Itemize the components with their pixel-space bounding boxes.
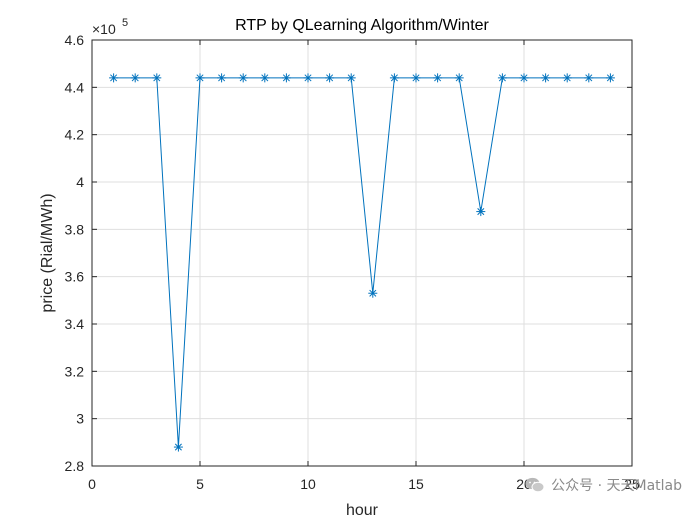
data-point — [454, 73, 464, 83]
y-tick-label: 3.2 — [65, 363, 85, 379]
y-tick-label: 3.8 — [65, 221, 85, 237]
data-point — [562, 73, 572, 83]
y-axis-label: price (Rial/MWh) — [39, 193, 56, 312]
data-point — [433, 73, 443, 83]
data-point — [217, 73, 227, 83]
data-point — [303, 73, 313, 83]
x-tick-label: 0 — [88, 476, 96, 492]
data-point — [152, 73, 162, 83]
y-tick-label: 3.6 — [65, 269, 85, 285]
data-point — [195, 73, 205, 83]
data-point — [476, 207, 486, 217]
x-tick-label: 10 — [300, 476, 316, 492]
x-tick-label: 5 — [196, 476, 204, 492]
data-point — [497, 73, 507, 83]
data-point — [541, 73, 551, 83]
y-tick-label: 4 — [76, 174, 84, 190]
grid — [91, 39, 633, 467]
data-point — [109, 73, 119, 83]
ticks: 0 5 10 15 20 252.833.23.43.63.844.24.44.6 — [65, 32, 640, 492]
wechat-icon — [525, 477, 545, 493]
y-tick-label: 4.6 — [65, 32, 85, 48]
y-exponent-base: ×10 — [92, 21, 116, 37]
data-point — [389, 73, 399, 83]
x-axis-label: hour — [346, 502, 379, 519]
x-tick-label: 15 — [408, 476, 424, 492]
data-point — [411, 73, 421, 83]
data-point — [584, 73, 594, 83]
data-point — [238, 73, 248, 83]
watermark-text: 公众号 · 天天Matlab — [551, 478, 682, 494]
data-point — [281, 73, 291, 83]
y-tick-label: 4.2 — [65, 127, 85, 143]
y-tick-label: 3 — [76, 411, 84, 427]
data-point — [605, 73, 615, 83]
data-point — [173, 442, 183, 452]
x-tick-label: 25 — [624, 476, 640, 492]
data-point — [519, 73, 529, 83]
y-exponent-power: 5 — [122, 17, 128, 29]
data-point — [260, 73, 270, 83]
series — [109, 73, 615, 452]
watermark: 公众号 · 天天Matlab — [525, 475, 682, 495]
data-point — [130, 73, 140, 83]
data-point — [368, 288, 378, 298]
y-exponent: ×10 5 — [92, 17, 128, 37]
y-tick-label: 2.8 — [65, 458, 85, 474]
series-line — [113, 77, 611, 448]
chart-title: RTP by QLearning Algorithm/Winter — [235, 17, 489, 34]
y-tick-label: 3.4 — [65, 316, 85, 332]
data-point — [325, 73, 335, 83]
data-point — [346, 73, 356, 83]
y-tick-label: 4.4 — [65, 79, 85, 95]
plot-frame — [91, 39, 633, 467]
